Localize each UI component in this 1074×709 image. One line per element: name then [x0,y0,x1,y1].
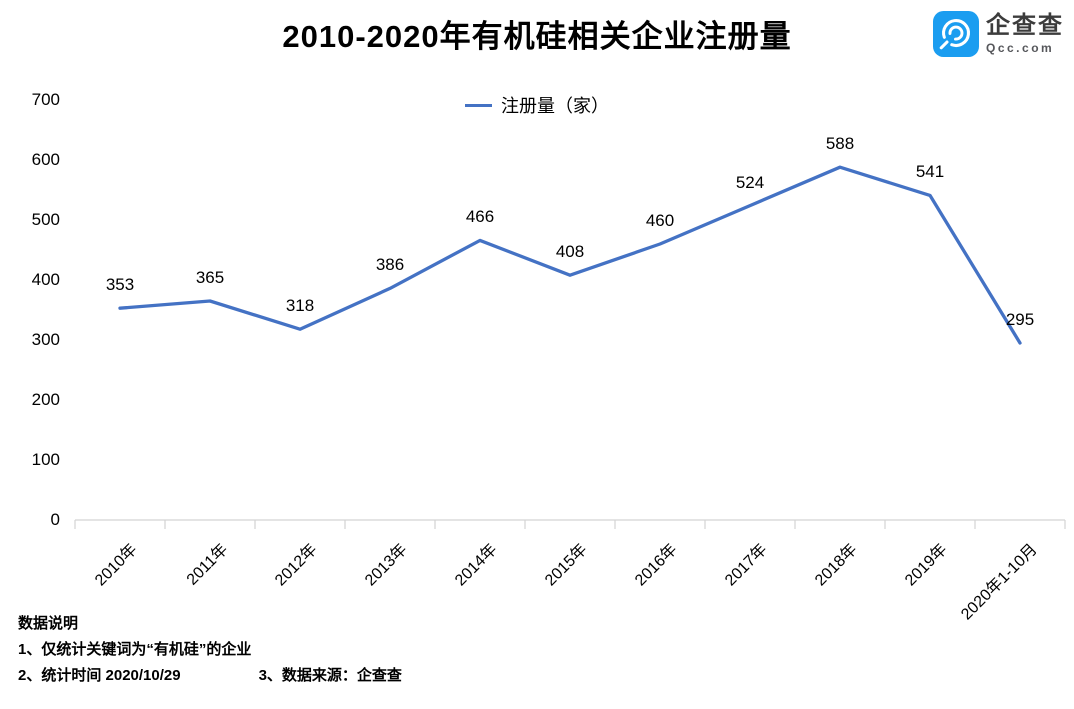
y-axis-tick-label: 700 [31,90,60,109]
registrations-line-series [118,165,1022,345]
page-title: 2010-2020年有机硅相关企业注册量 [282,19,792,54]
footer-note-1: 1、仅统计关键词为“有机硅”的企业 [18,641,252,658]
data-point-label: 353 [105,275,135,295]
qcc-logo: 企查查 Qcc.com [933,11,1064,57]
y-axis-tick-label: 0 [50,510,60,529]
data-point-label: 408 [555,242,585,262]
footer-notes: 数据说明 1、仅统计关键词为“有机硅”的企业 2、统计时间 2020/10/29… [18,611,402,689]
footer-row: 2、统计时间 2020/10/29 3、数据来源：企查查 [18,663,402,689]
y-axis-tick-label: 300 [31,330,60,349]
footer-heading: 数据说明 [18,615,79,632]
data-point-label: 460 [645,211,675,230]
data-point-label: 318 [285,296,315,316]
y-axis-tick-label: 600 [31,150,60,169]
data-point-label: 524 [735,172,765,192]
data-point-label: 588 [825,134,855,154]
footer-note-3: 3、数据来源：企查查 [258,667,402,684]
y-axis-tick-label: 200 [31,390,60,409]
y-axis-tick-label: 400 [31,270,60,289]
y-axis-tick-label: 100 [31,450,60,469]
qcc-logo-text: 企查查 Qcc.com [986,12,1064,55]
y-axis-tick-label: 500 [31,210,60,229]
chart-legend: 注册量（家） [0,92,1074,118]
qcc-logo-domain: Qcc.com [986,41,1055,55]
data-point-label: 386 [375,255,405,275]
data-point-label: 365 [195,268,225,287]
qcc-magnifier-icon [933,11,979,57]
data-point-label: 466 [465,207,495,227]
data-point-label: 541 [915,162,945,182]
legend-label: 注册量（家） [501,96,609,116]
footer-note-2: 2、统计时间 2020/10/29 [18,667,181,684]
data-point-label: 295 [1005,310,1035,329]
qcc-logo-name: 企查查 [986,12,1064,39]
legend-line-marker [465,103,492,107]
